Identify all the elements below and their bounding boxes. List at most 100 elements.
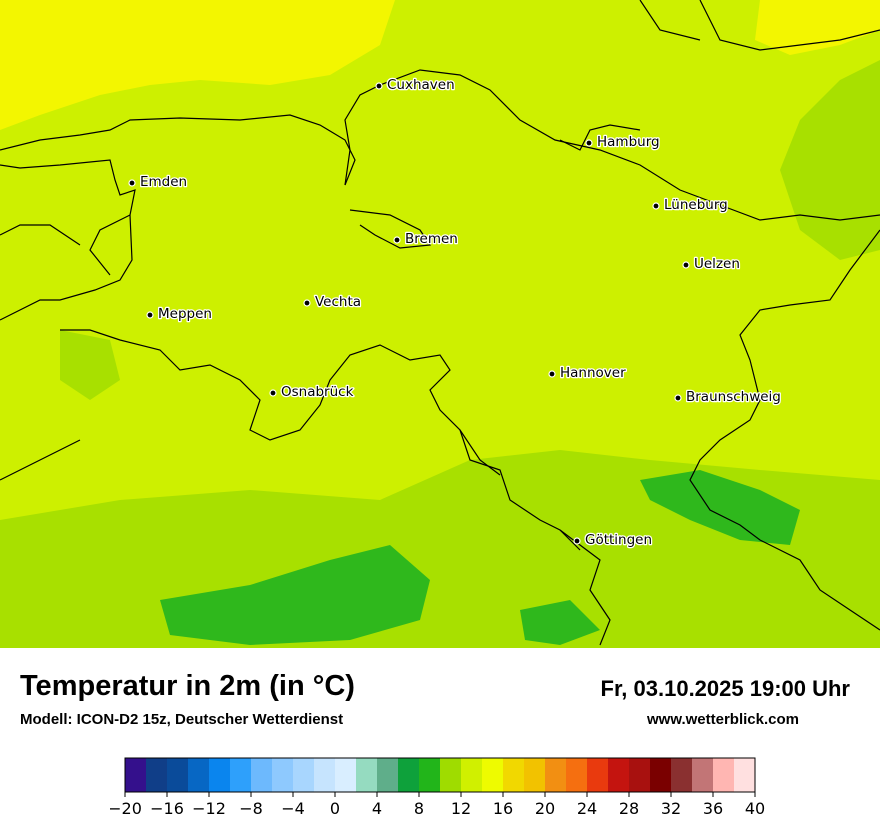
legend-swatch [440,758,462,792]
city-label: Cuxhaven [387,77,455,93]
legend-tick-label: 4 [372,799,382,818]
legend-swatch [608,758,630,792]
legend-tick-label: −16 [150,799,184,818]
city-marker-braunschweig: Braunschweig [674,388,782,406]
city-label: Hannover [560,365,626,381]
city-dot-icon [682,261,690,269]
legend-swatch [713,758,735,792]
city-marker-lüneburg: Lüneburg [652,196,729,214]
city-label: Braunschweig [686,389,781,405]
city-dot-icon [393,236,401,244]
legend-swatch [461,758,483,792]
legend-tick-label: −4 [281,799,305,818]
elbe-warm-area [755,0,880,55]
city-marker-hannover: Hannover [548,364,627,382]
legend-swatch [671,758,693,792]
city-marker-cuxhaven: Cuxhaven [375,76,456,94]
city-marker-uelzen: Uelzen [682,255,741,273]
legend-swatch [482,758,504,792]
cool-zone-harz [640,470,800,545]
legend-tick-label: 40 [745,799,765,818]
legend-canvas: −20 −16 −12 −8 −4 0 4 8 12 16 20 24 28 32 36 40 [108,757,765,818]
city-markers: Cuxhaven Hamburg Emden Lüneburg Bremen Uelzen… [128,76,782,549]
city-label: Emden [140,174,187,190]
city-marker-göttingen: Göttingen [573,531,653,549]
city-dot-icon [585,139,593,147]
legend-tick-label: 12 [451,799,471,818]
legend-swatch [524,758,546,792]
mild-zone-west [60,330,120,400]
website-link[interactable]: www.wetterblick.com [647,711,799,728]
legend-swatch [650,758,672,792]
city-dot-icon [269,389,277,397]
legend-swatch [293,758,315,792]
map-canvas: Cuxhaven Hamburg Emden Lüneburg Bremen Uelzen… [0,0,880,648]
city-marker-hamburg: Hamburg [585,133,661,151]
legend-swatch [419,758,441,792]
temperature-map: Cuxhaven Hamburg Emden Lüneburg Bremen Uelzen… [0,0,880,648]
legend-swatch [209,758,231,792]
legend-tick-label: 24 [577,799,597,818]
forecast-datetime: Fr, 03.10.2025 19:00 Uhr [600,676,851,701]
legend-swatch [545,758,567,792]
city-label: Meppen [158,306,212,322]
legend-swatch [377,758,399,792]
city-label: Vechta [315,294,361,310]
legend-swatch [272,758,294,792]
city-label: Göttingen [585,532,652,548]
legend-swatch [734,758,756,792]
city-label: Hamburg [597,134,660,150]
city-label: Bremen [405,231,458,247]
city-marker-osnabrück: Osnabrück [269,383,355,401]
city-marker-emden: Emden [128,173,188,191]
legend-tick-label: 16 [493,799,513,818]
legend-tick-label: 36 [703,799,723,818]
city-dot-icon [548,370,556,378]
city-dot-icon [146,311,154,319]
legend-swatch [587,758,609,792]
legend-swatch [146,758,168,792]
cool-zone-weserbergland [160,545,430,645]
city-marker-meppen: Meppen [146,305,213,323]
legend-tick-label: −12 [192,799,226,818]
legend-swatch [335,758,357,792]
city-marker-vechta: Vechta [303,293,362,311]
legend-swatch [125,758,147,792]
color-legend: −20 −16 −12 −8 −4 0 4 8 12 16 20 24 28 32 36 40 [108,748,780,828]
city-dot-icon [303,299,311,307]
legend-tick-label: 8 [414,799,424,818]
legend-tick-label: −20 [110,799,142,818]
city-label: Lüneburg [664,197,728,213]
legend-swatch [629,758,651,792]
legend-swatch [314,758,336,792]
cool-zone-small [520,600,600,645]
legend-frame [124,757,756,793]
legend-swatch [356,758,378,792]
legend-tick-label: 32 [661,799,681,818]
city-marker-bremen: Bremen [393,230,459,248]
north-sea-area [0,0,395,130]
city-label: Uelzen [694,256,740,272]
legend-swatch [398,758,420,792]
borders [0,0,880,646]
legend-swatch [251,758,273,792]
city-dot-icon [652,202,660,210]
legend-swatch [230,758,252,792]
city-dot-icon [375,82,383,90]
legend-tick-label: 28 [619,799,639,818]
legend-swatch [167,758,189,792]
city-label: Osnabrück [281,384,354,400]
city-dot-icon [128,179,136,187]
legend-swatch [692,758,714,792]
legend-tick-label: 20 [535,799,555,818]
legend-swatch [503,758,525,792]
legend-tick-label: −8 [239,799,263,818]
model-info: Modell: ICON-D2 15z, Deutscher Wetterdie… [20,711,344,728]
legend-tick-label: 0 [330,799,340,818]
map-footer: Temperatur in 2m (in °C) Modell: ICON-D2… [0,648,880,830]
legend-swatch [566,758,588,792]
map-title: Temperatur in 2m (in °C) [20,670,355,702]
mild-zone-east [780,60,880,260]
city-dot-icon [573,537,581,545]
city-dot-icon [674,394,682,402]
